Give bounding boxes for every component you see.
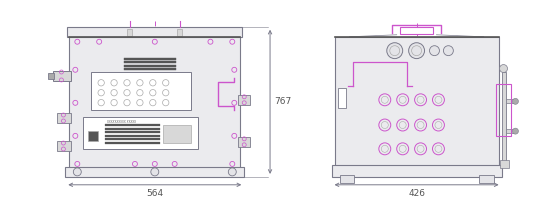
Bar xyxy=(105,128,160,130)
Bar xyxy=(238,137,250,147)
Bar xyxy=(69,37,240,169)
Circle shape xyxy=(73,168,81,176)
Bar xyxy=(238,95,250,105)
Circle shape xyxy=(443,46,453,56)
Circle shape xyxy=(512,98,518,104)
Bar xyxy=(105,142,160,144)
Bar xyxy=(57,141,72,151)
Text: 767: 767 xyxy=(274,97,291,106)
Circle shape xyxy=(512,128,518,134)
Bar xyxy=(506,129,516,133)
Circle shape xyxy=(408,43,425,59)
Circle shape xyxy=(430,46,440,56)
Bar xyxy=(65,167,244,177)
Text: XXXXXXXXXX XXXXX: XXXXXXXXXX XXXXX xyxy=(107,120,136,124)
Circle shape xyxy=(228,168,236,176)
Bar xyxy=(48,73,54,79)
Bar xyxy=(105,135,160,137)
Bar xyxy=(88,131,98,141)
Bar xyxy=(124,61,176,63)
Bar xyxy=(506,99,516,103)
Bar xyxy=(500,160,509,168)
Bar xyxy=(105,124,160,126)
Bar xyxy=(332,165,502,177)
Bar xyxy=(478,175,493,183)
Circle shape xyxy=(387,43,403,59)
Bar xyxy=(177,29,182,36)
Bar xyxy=(67,27,242,37)
Bar xyxy=(105,131,160,133)
Bar xyxy=(124,65,176,67)
Text: 426: 426 xyxy=(408,189,425,198)
Bar xyxy=(105,138,160,140)
Bar xyxy=(124,58,176,60)
Bar xyxy=(124,68,176,70)
Bar xyxy=(163,125,190,143)
Bar xyxy=(91,72,190,110)
Bar xyxy=(502,72,506,161)
Bar xyxy=(53,71,72,81)
Bar xyxy=(496,84,512,136)
Bar xyxy=(340,175,355,183)
Circle shape xyxy=(151,168,159,176)
Bar xyxy=(57,113,72,123)
Bar xyxy=(128,29,133,36)
Text: 564: 564 xyxy=(146,189,163,198)
Bar xyxy=(337,88,346,108)
Bar xyxy=(83,117,198,149)
Circle shape xyxy=(500,65,507,73)
Bar xyxy=(335,37,498,167)
Bar xyxy=(400,27,433,34)
